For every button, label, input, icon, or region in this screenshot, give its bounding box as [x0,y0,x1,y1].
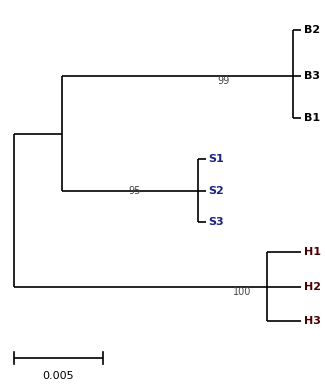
Text: B2: B2 [304,25,320,35]
Text: 100: 100 [233,287,252,297]
Text: 0.005: 0.005 [43,371,74,381]
Text: H3: H3 [304,317,320,327]
Text: S2: S2 [209,186,225,196]
Text: H2: H2 [304,282,321,292]
Text: S1: S1 [209,154,225,164]
Text: B3: B3 [304,71,320,81]
Text: S3: S3 [209,217,224,227]
Text: H1: H1 [304,247,321,257]
Text: 99: 99 [217,76,229,86]
Text: B1: B1 [304,113,320,123]
Text: 95: 95 [128,186,141,196]
